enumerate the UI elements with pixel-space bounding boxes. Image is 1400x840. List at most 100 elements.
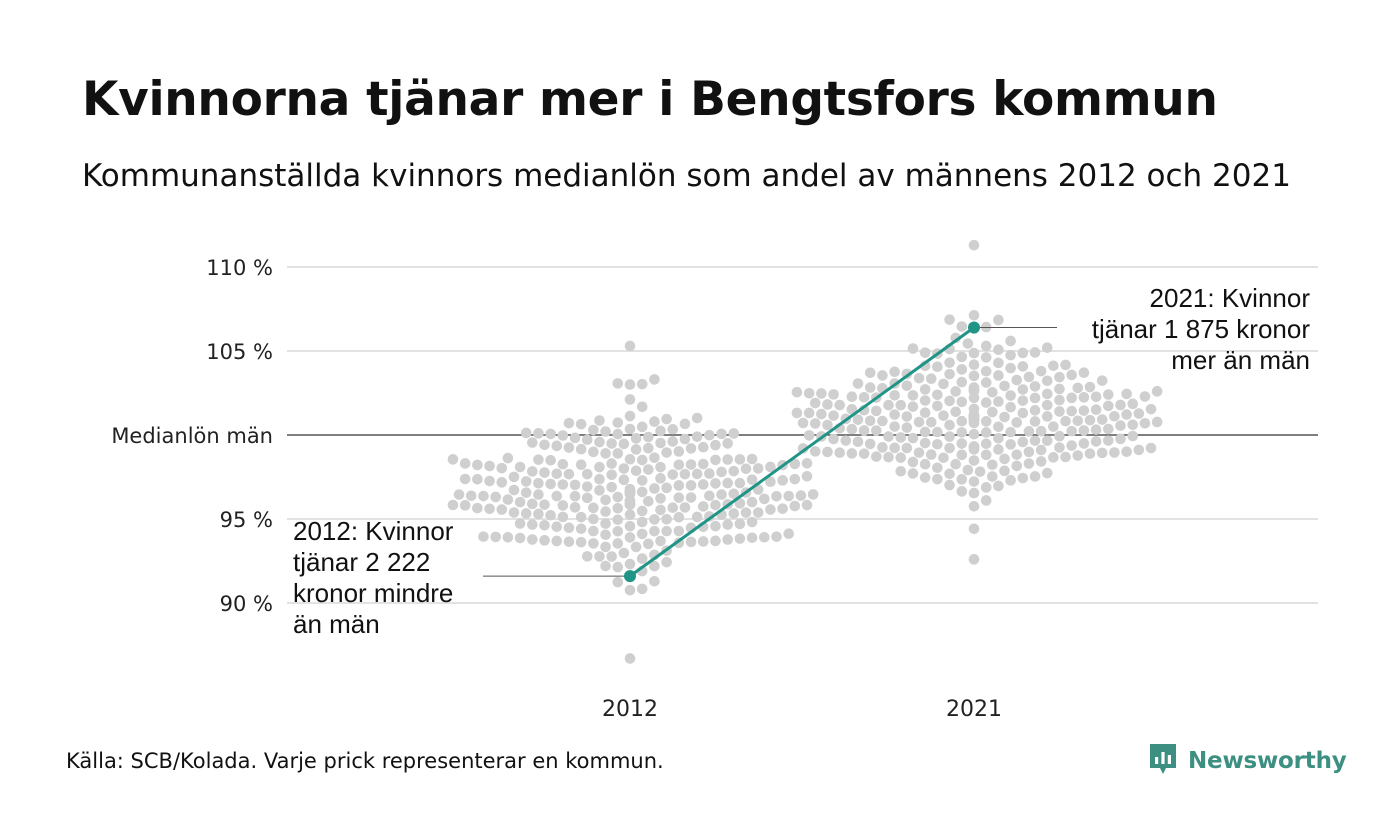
municipality-dot xyxy=(545,509,556,521)
municipality-dot xyxy=(679,468,691,480)
y-tick-label: Medianlön män xyxy=(111,424,273,448)
municipality-dot xyxy=(1029,405,1041,416)
municipality-dot xyxy=(980,352,992,363)
municipality-dot xyxy=(734,498,746,509)
municipality-dot xyxy=(447,499,459,511)
municipality-dot xyxy=(852,414,864,425)
municipality-dot xyxy=(569,432,581,444)
municipality-dot xyxy=(734,518,746,530)
municipality-dot xyxy=(968,554,980,565)
municipality-dot xyxy=(1029,471,1041,482)
municipality-dot xyxy=(655,437,666,449)
municipality-dot xyxy=(734,477,746,489)
municipality-dot xyxy=(710,454,721,466)
municipality-dot xyxy=(993,344,1004,355)
municipality-dot xyxy=(1127,398,1139,410)
municipality-dot xyxy=(667,502,679,514)
municipality-dot xyxy=(864,367,876,379)
municipality-dot xyxy=(807,489,819,500)
municipality-dot xyxy=(944,395,955,407)
municipality-dot xyxy=(649,483,660,494)
annotation-2012-line: kronor mindre xyxy=(293,578,453,608)
municipality-dot xyxy=(907,456,919,468)
municipality-dot xyxy=(557,458,569,470)
municipality-dot xyxy=(746,474,758,485)
municipality-dot xyxy=(919,347,931,358)
municipality-dot xyxy=(1060,415,1071,427)
municipality-dot xyxy=(1048,452,1059,463)
municipality-dot xyxy=(968,239,980,251)
municipality-dot xyxy=(661,525,672,537)
municipality-dot xyxy=(871,425,882,436)
municipality-dot xyxy=(636,486,648,498)
municipality-dot xyxy=(636,505,648,517)
municipality-dot xyxy=(1005,390,1016,401)
municipality-dot xyxy=(999,411,1010,423)
municipality-dot xyxy=(1029,416,1041,427)
municipality-dot xyxy=(803,407,815,419)
municipality-dot xyxy=(1017,395,1029,406)
municipality-dot xyxy=(655,473,666,484)
municipality-dot xyxy=(539,519,550,531)
municipality-dot xyxy=(980,438,992,450)
municipality-dot xyxy=(980,377,992,388)
municipality-dot xyxy=(1011,460,1023,472)
annotation-2012-line: tjänar 2 222 xyxy=(293,547,430,577)
municipality-dot xyxy=(630,433,642,444)
municipality-dot xyxy=(661,514,672,525)
municipality-dot xyxy=(1090,436,1102,447)
municipality-dot xyxy=(569,479,581,491)
municipality-dot xyxy=(600,529,611,541)
municipality-dot xyxy=(791,386,803,398)
municipality-dot xyxy=(1084,448,1096,459)
municipality-dot xyxy=(1017,361,1029,372)
municipality-dot xyxy=(1023,458,1035,469)
municipality-dot xyxy=(618,547,630,559)
municipality-dot xyxy=(765,476,776,487)
municipality-dot xyxy=(673,525,685,537)
municipality-dot xyxy=(801,458,813,469)
municipality-dot xyxy=(514,496,526,508)
municipality-dot xyxy=(993,444,1004,455)
municipality-dot xyxy=(809,418,821,429)
municipality-dot xyxy=(1060,359,1071,371)
municipality-dot xyxy=(624,532,636,543)
municipality-dot xyxy=(771,490,782,502)
municipality-dot xyxy=(950,386,961,397)
municipality-dot xyxy=(919,426,931,438)
municipality-dot xyxy=(716,489,727,500)
municipality-dot xyxy=(459,473,471,485)
municipality-dot xyxy=(1078,392,1090,403)
municipality-dot xyxy=(575,536,587,548)
brand-logo[interactable]: Newsworthy xyxy=(1148,742,1347,780)
municipality-dot xyxy=(563,536,575,548)
municipality-dot xyxy=(697,536,709,547)
municipality-dot xyxy=(685,443,697,454)
municipality-dot xyxy=(783,528,795,540)
municipality-dot xyxy=(1029,435,1041,446)
municipality-dot xyxy=(871,451,882,462)
municipality-dot xyxy=(746,532,758,544)
municipality-dot xyxy=(1017,384,1029,395)
municipality-dot xyxy=(594,473,605,485)
municipality-dot xyxy=(789,458,801,470)
municipality-dot xyxy=(539,499,550,510)
municipality-dot xyxy=(472,459,483,471)
municipality-dot xyxy=(588,538,599,549)
municipality-dot xyxy=(594,436,605,448)
municipality-dot xyxy=(514,518,526,529)
municipality-dot xyxy=(472,502,483,514)
municipality-dot xyxy=(968,476,980,487)
municipality-dot xyxy=(722,534,733,545)
municipality-dot xyxy=(1066,369,1077,381)
municipality-dot xyxy=(919,395,931,406)
municipality-dot xyxy=(956,427,968,438)
municipality-dot xyxy=(636,516,648,528)
municipality-dot xyxy=(795,490,807,501)
municipality-dot xyxy=(938,378,949,390)
highlight-point-2021 xyxy=(968,321,980,334)
municipality-dot xyxy=(932,473,943,485)
municipality-dot xyxy=(1090,424,1102,435)
municipality-dot xyxy=(822,446,833,458)
municipality-dot xyxy=(864,438,876,450)
